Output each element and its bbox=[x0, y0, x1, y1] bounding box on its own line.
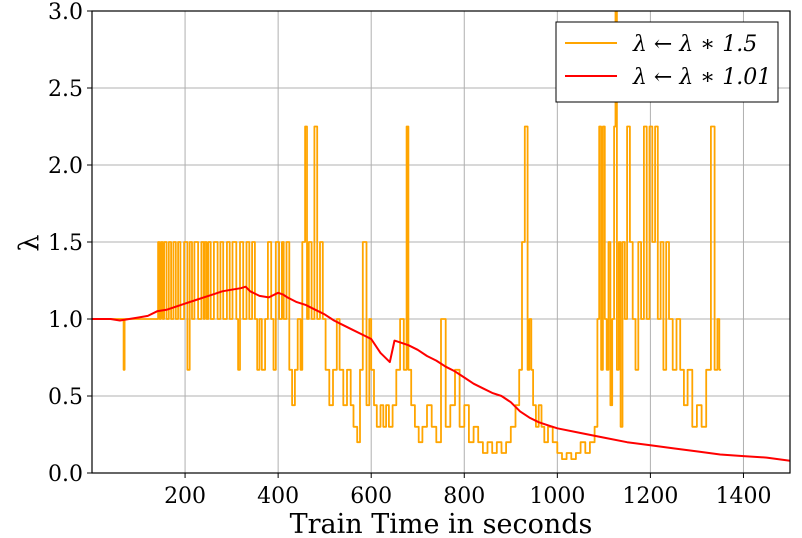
x-tick-label-4: 1000 bbox=[529, 484, 585, 509]
x-tick-label-2: 600 bbox=[350, 484, 392, 509]
x-tick-label-6: 1400 bbox=[715, 484, 771, 509]
legend: λ ← λ ∗ 1.5 λ ← λ ∗ 1.01 bbox=[555, 21, 779, 103]
legend-label-0: λ ← λ ∗ 1.5 bbox=[632, 32, 757, 57]
legend-box bbox=[555, 21, 779, 103]
x-tick-label-3: 800 bbox=[443, 484, 485, 509]
tick-group: 200 400 600 800 1000 1200 1400 0.0 0.5 1.0 1.5 2.0 2… bbox=[48, 0, 771, 509]
y-tick-label-3: 1.5 bbox=[48, 231, 83, 256]
y-tick-label-0: 0.0 bbox=[48, 462, 83, 487]
series-line-1 bbox=[92, 285, 790, 462]
y-tick-label-1: 0.5 bbox=[48, 385, 83, 410]
y-tick-label-4: 2.0 bbox=[48, 154, 83, 179]
y-axis-label: λ bbox=[14, 234, 45, 251]
y-tick-label-6: 3.0 bbox=[48, 0, 83, 25]
series-line-0 bbox=[92, 11, 722, 460]
legend-label-1: λ ← λ ∗ 1.01 bbox=[632, 65, 771, 90]
y-tick-label-2: 1.0 bbox=[48, 308, 83, 333]
x-tick-label-1: 400 bbox=[257, 484, 299, 509]
y-tick-label-5: 2.5 bbox=[48, 77, 83, 102]
series-group bbox=[92, 11, 790, 462]
x-tick-label-0: 200 bbox=[164, 484, 206, 509]
x-axis-label: Train Time in seconds bbox=[290, 509, 593, 538]
x-tick-label-5: 1200 bbox=[622, 484, 678, 509]
